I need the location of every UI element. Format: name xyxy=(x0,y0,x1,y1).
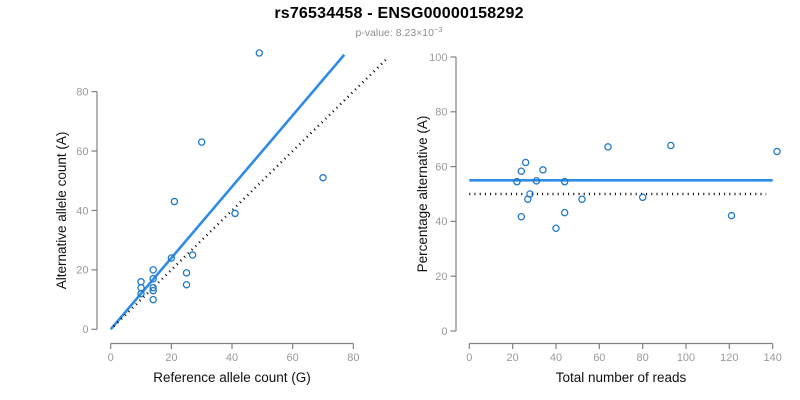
data-point xyxy=(149,275,157,283)
data-point xyxy=(560,208,569,217)
data-point xyxy=(773,147,781,156)
y-axis-title: Alternative allele count (A) xyxy=(54,132,69,290)
data-point xyxy=(539,166,547,174)
x-tick-label: 100 xyxy=(677,352,695,364)
data-point xyxy=(170,197,179,206)
y-tick-label: 40 xyxy=(435,216,447,228)
y-tick-label: 20 xyxy=(76,265,88,277)
y-axis-title: Percentage alternative (A) xyxy=(415,116,430,273)
data-point xyxy=(532,177,541,185)
y-tick-label: 0 xyxy=(82,324,88,336)
x-tick-label: 0 xyxy=(466,352,472,364)
x-tick-label: 140 xyxy=(764,352,782,364)
x-tick-label: 40 xyxy=(226,352,238,364)
data-point xyxy=(604,143,612,151)
data-point xyxy=(137,283,145,292)
data-point xyxy=(167,254,176,262)
p-value-exponent: −3 xyxy=(433,25,443,34)
x-tick-label: 20 xyxy=(165,352,177,364)
fit-line xyxy=(109,53,346,331)
data-point xyxy=(149,295,157,304)
x-tick-label: 0 xyxy=(108,352,114,364)
data-point xyxy=(517,212,526,221)
y-tick-label: 60 xyxy=(76,146,88,158)
x-axis-title: Reference allele count (G) xyxy=(153,370,311,385)
x-tick-label: 120 xyxy=(720,352,738,364)
x-tick-label: 60 xyxy=(593,352,605,364)
data-point xyxy=(149,283,157,292)
right-chart: 0 20 40 60 80 100 120 140 0 20 40 60 80 100 Total numb… xyxy=(415,52,782,385)
data-point xyxy=(578,195,586,203)
data-point xyxy=(517,167,526,176)
identity-line xyxy=(112,58,388,328)
data-point xyxy=(188,251,197,259)
y-tick-label: 80 xyxy=(76,86,88,98)
data-point xyxy=(182,280,191,289)
x-tick-label: 60 xyxy=(287,352,299,364)
data-point xyxy=(638,193,647,202)
y-tick-label: 80 xyxy=(435,107,447,119)
x-tick-label: 20 xyxy=(507,352,519,364)
data-point xyxy=(231,209,239,218)
data-point xyxy=(521,158,530,167)
y-tick-label: 20 xyxy=(435,271,447,283)
x-tick-label: 80 xyxy=(347,352,359,364)
data-point xyxy=(255,49,264,57)
data-point xyxy=(149,266,157,274)
data-point xyxy=(560,177,569,186)
x-tick-label: 40 xyxy=(550,352,562,364)
data-point xyxy=(137,278,145,286)
y-tick-label: 0 xyxy=(441,326,447,338)
data-point xyxy=(149,286,157,295)
y-tick-label: 60 xyxy=(435,161,447,173)
page-title: rs76534458 - ENSG00000158292 xyxy=(274,5,524,22)
data-point xyxy=(182,269,191,277)
y-tick-label: 40 xyxy=(76,205,88,217)
data-point xyxy=(552,224,560,232)
data-point xyxy=(319,174,327,182)
left-chart: 0 20 40 60 80 0 20 40 60 80 Reference allele count… xyxy=(54,49,388,385)
x-axis-title: Total number of reads xyxy=(556,370,687,385)
data-point xyxy=(513,177,521,186)
x-tick-label: 80 xyxy=(637,352,649,364)
data-point xyxy=(667,141,675,150)
data-point xyxy=(197,138,206,146)
y-tick-label: 100 xyxy=(429,52,447,64)
data-point xyxy=(526,190,534,198)
data-point xyxy=(727,211,736,220)
p-value-text: p-value: 8.23×10 xyxy=(355,27,434,39)
p-value-subtitle: p-value: 8.23×10−3 xyxy=(0,25,798,39)
